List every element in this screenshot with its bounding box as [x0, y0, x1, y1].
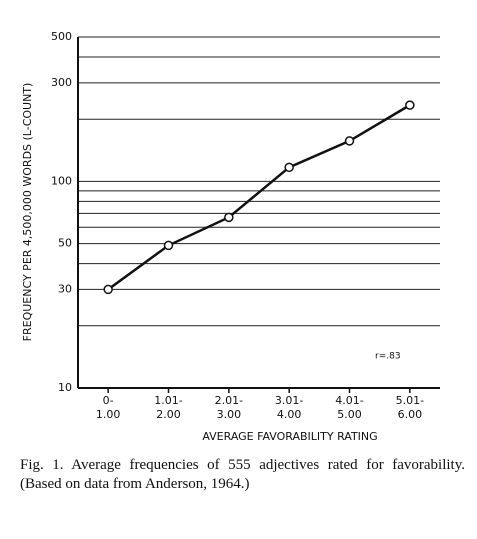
y-tick-label: 500	[51, 30, 72, 43]
y-tick-label: 100	[51, 174, 72, 187]
data-point	[344, 136, 355, 146]
x-tick-label: 0- 1.00	[95, 394, 121, 421]
y-tick-label: 10	[58, 381, 72, 394]
x-tick-label: 1.01- 2.00	[154, 394, 183, 421]
data-point	[103, 284, 113, 295]
data-point	[284, 162, 294, 173]
data-line	[107, 104, 411, 291]
x-tick-label: 4.01- 5.00	[335, 394, 364, 421]
data-point	[405, 100, 415, 110]
y-tick-label: 30	[58, 282, 72, 295]
y-tick-label: 50	[58, 237, 72, 250]
x-tick-label: 3.01- 4.00	[274, 394, 304, 421]
y-tick-label: 300	[51, 76, 72, 89]
x-tick-label: 5.01- 6.00	[395, 394, 425, 421]
y-axis-label: FREQUENCY PER 4,500,000 WORDS (L-COUNT)	[21, 83, 34, 342]
caption: Fig. 1. Average frequencies of 555 adjec…	[20, 457, 465, 492]
data-point	[224, 212, 234, 223]
annotation: r=.83	[375, 352, 401, 362]
chart: AVERAGE FAVORABILITY RATING FREQUENCY PE…	[21, 30, 440, 443]
x-tick-label: 2.01- 3.00	[214, 394, 244, 421]
x-axis-label: AVERAGE FAVORABILITY RATING	[202, 430, 377, 443]
data-point	[163, 240, 174, 251]
